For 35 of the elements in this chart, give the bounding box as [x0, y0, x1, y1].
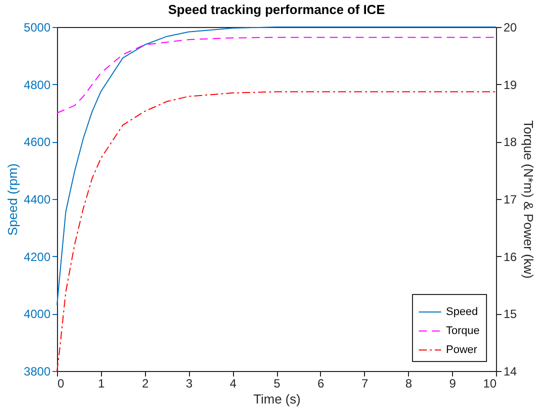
- x-tick-label: 5: [274, 376, 281, 390]
- x-tick-label: 9: [449, 376, 456, 390]
- y-tick-label: 4200: [24, 250, 51, 264]
- y-tick-label: 5000: [24, 20, 51, 34]
- x-tick-label: 7: [361, 376, 368, 390]
- y2-tick-label: 20: [504, 20, 518, 34]
- y2-tick-label: 17: [504, 192, 518, 206]
- x-tick-label: 8: [405, 376, 412, 390]
- line-series: [56, 36, 496, 114]
- legend-label: Power: [446, 344, 478, 356]
- y2-axis-title: Torque (N*m) & Power (kw): [520, 120, 536, 279]
- line-series: [56, 26, 496, 306]
- legend-label: Speed: [446, 306, 478, 318]
- y-tick-label: 3800: [24, 364, 51, 378]
- y2-tick-label: 16: [504, 250, 518, 264]
- x-tick-label: 2: [142, 376, 149, 390]
- y-axis-title: Speed (rpm): [4, 163, 20, 236]
- y-tick-label: 4000: [24, 307, 51, 322]
- y-tick-label: 4600: [24, 135, 51, 150]
- y2-tick-label: 18: [504, 135, 518, 150]
- y2-tick-label: 19: [504, 78, 518, 92]
- line-series: [56, 91, 496, 372]
- x-axis-title: Time (s): [253, 392, 301, 406]
- legend-label: Torque: [446, 325, 480, 337]
- y2-tick-label: 15: [504, 307, 518, 322]
- x-tick-label: 4: [230, 376, 237, 390]
- x-tick-label: 6: [318, 376, 325, 390]
- y2-tick-label: 14: [504, 364, 518, 378]
- x-tick-label: 3: [186, 376, 193, 390]
- x-tick-label: 10: [483, 376, 497, 390]
- x-tick-label: 1: [98, 376, 106, 390]
- x-tick-label: 0: [58, 376, 64, 390]
- chart-title: Speed tracking performance of ICE: [168, 2, 386, 17]
- y-tick-label: 4400: [24, 192, 51, 206]
- y-tick-label: 4800: [24, 78, 51, 92]
